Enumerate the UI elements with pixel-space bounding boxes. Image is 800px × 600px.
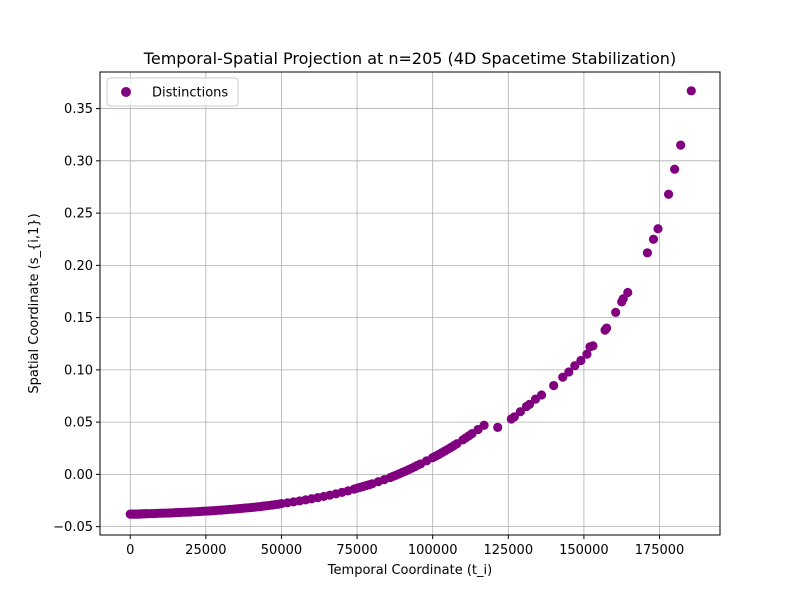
y-tick-label: 0.05 xyxy=(64,416,93,431)
y-tick-label: 0.15 xyxy=(64,311,93,326)
data-point xyxy=(509,412,519,422)
x-tick-label: 25000 xyxy=(185,543,226,558)
data-point xyxy=(570,361,580,371)
x-axis-ticks: 0 25000 50000 75000 100000 125000 150000 175000 xyxy=(126,535,684,558)
x-axis-label: Temporal Coordinate (t_i) xyxy=(327,563,492,578)
data-point xyxy=(653,224,663,234)
x-tick-label: 150000 xyxy=(559,543,609,558)
data-point xyxy=(588,341,598,351)
x-tick-label: 75000 xyxy=(336,543,377,558)
data-points xyxy=(125,86,696,519)
data-point xyxy=(549,380,559,391)
data-point xyxy=(524,399,535,409)
plot-frame xyxy=(99,71,721,536)
data-point xyxy=(623,287,633,298)
y-tick-label: 0.20 xyxy=(64,259,93,274)
data-point xyxy=(676,140,686,150)
y-tick-label: 0.30 xyxy=(64,154,93,169)
data-point xyxy=(582,349,592,359)
y-tick-label: 0.25 xyxy=(64,207,93,222)
y-tick-label: 0.10 xyxy=(64,363,93,378)
data-point xyxy=(558,372,568,382)
data-point xyxy=(515,407,525,417)
data-point xyxy=(642,248,653,258)
x-tick-label: 100000 xyxy=(408,543,458,558)
chart-title: Temporal-Spatial Projection at n=205 (4D… xyxy=(143,49,676,68)
x-tick-label: 125000 xyxy=(483,543,533,558)
legend-box xyxy=(106,77,239,107)
y-axis-ticks: −0.05 0.00 0.05 0.10 0.15 0.20 0.25 0.30 0.35 xyxy=(53,102,100,535)
y-tick-label: 0.00 xyxy=(64,468,93,483)
x-tick-label: 50000 xyxy=(261,543,302,558)
x-tick-label: 0 xyxy=(126,543,134,558)
legend-label: Distinctions xyxy=(152,86,228,101)
y-axis-label: Spatial Coordinate (s_{i,1}) xyxy=(27,213,42,393)
x-tick-label: 175000 xyxy=(635,543,685,558)
legend-marker xyxy=(121,87,131,97)
data-point xyxy=(686,86,696,96)
data-point xyxy=(479,420,489,430)
data-point xyxy=(663,189,674,199)
data-point xyxy=(564,367,574,377)
data-point xyxy=(601,323,612,333)
data-point xyxy=(576,355,586,366)
data-point xyxy=(648,234,659,244)
grid xyxy=(100,72,720,535)
y-tick-label: −0.05 xyxy=(53,520,93,535)
data-point xyxy=(536,390,547,400)
data-point xyxy=(493,422,503,432)
data-point xyxy=(611,307,621,317)
legend: Distinctions xyxy=(106,77,239,107)
y-tick-label: 0.35 xyxy=(64,102,93,117)
data-point xyxy=(670,164,680,174)
